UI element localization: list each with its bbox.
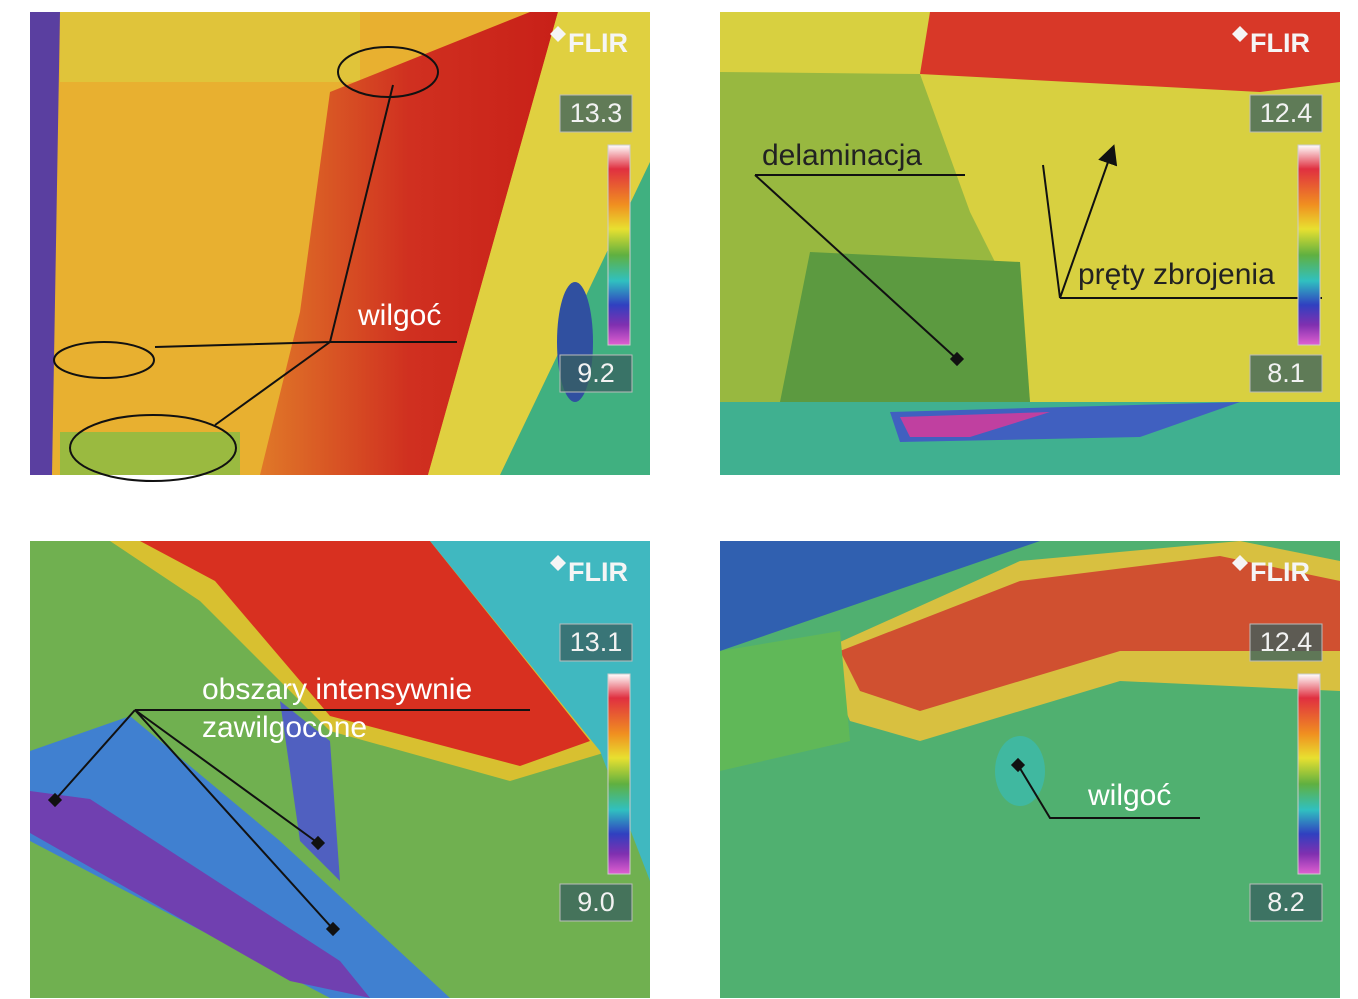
min-temp: 8.1 bbox=[1267, 358, 1305, 388]
min-temp: 9.0 bbox=[577, 887, 615, 917]
annotation-line bbox=[54, 709, 530, 930]
annotation-label: wilgoć bbox=[1087, 779, 1171, 812]
min-temp: 9.2 bbox=[577, 358, 615, 388]
logo: FLIR bbox=[1250, 557, 1310, 587]
annotation-arrow bbox=[1042, 148, 1113, 299]
thermal-panel: wilgoć FLIR 12.4 8.2 bbox=[720, 541, 1340, 998]
annotation-label: delaminacja bbox=[762, 139, 922, 172]
max-temp: 13.1 bbox=[570, 627, 623, 657]
logo: FLIR bbox=[568, 28, 628, 58]
logo: FLIR bbox=[1250, 28, 1310, 58]
logo: FLIR bbox=[568, 557, 628, 587]
annotation-line bbox=[154, 84, 457, 426]
annotation-line bbox=[754, 174, 965, 361]
annotation-label: wilgoć bbox=[357, 299, 441, 332]
thermal-panel: wilgoć FLIR 13.3 9.2 bbox=[30, 12, 650, 482]
annotation-ellipse bbox=[337, 46, 439, 98]
max-temp: 13.3 bbox=[570, 98, 623, 128]
min-temp: 8.2 bbox=[1267, 887, 1305, 917]
thermal-panel: obszary intensywnie zawilgocone FLIR 13.… bbox=[30, 541, 650, 998]
annotation-label: obszary intensywnie bbox=[202, 673, 472, 706]
annotation-label: pręty zbrojenia bbox=[1078, 258, 1275, 291]
max-temp: 12.4 bbox=[1260, 627, 1313, 657]
annotation-ellipse bbox=[53, 341, 155, 379]
max-temp: 12.4 bbox=[1260, 98, 1313, 128]
annotation-ellipse bbox=[69, 414, 237, 482]
annotation-label: zawilgocone bbox=[202, 711, 367, 744]
annotation-line bbox=[1017, 764, 1200, 819]
thermal-panel: delaminacja pręty zbrojenia FLIR 12.4 8.… bbox=[720, 12, 1340, 475]
